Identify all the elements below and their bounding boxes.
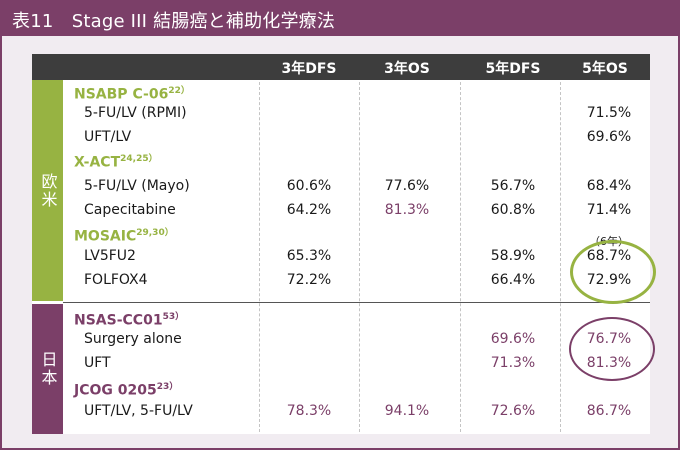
trial-name: NSABP C-0622） [74, 86, 190, 103]
value-3y-os: 81.3% [384, 202, 430, 218]
arm-label: UFT [84, 355, 111, 371]
trial-name: X-ACT24,25） [74, 154, 158, 171]
column-header-5y-dfs: 5年DFS [485, 61, 541, 77]
highlight-oval-nsas [569, 317, 655, 381]
arm-label: FOLFOX4 [84, 272, 148, 288]
column-header-row: 3年DFS 3年OS 5年DFS 5年OS [32, 54, 650, 80]
value-5y-dfs: 66.4% [490, 272, 536, 288]
arm-label: Capecitabine [84, 202, 176, 218]
column-divider [560, 82, 561, 432]
table-row: UFT/LV 69.6% [32, 128, 650, 150]
value-5y-dfs: 72.6% [490, 403, 536, 419]
arm-label: UFT/LV, 5-FU/LV [84, 403, 193, 419]
column-divider [460, 82, 461, 432]
table-row: 5-FU/LV (RPMI) 71.5% [32, 104, 650, 126]
value-5y-dfs: 56.7% [490, 178, 536, 194]
page-title: 表11 Stage III 結腸癌と補助化学療法 [12, 11, 336, 32]
value-3y-dfs: 60.6% [286, 178, 332, 194]
value-3y-dfs: 64.2% [286, 202, 332, 218]
value-5y-os: 71.4% [586, 202, 632, 218]
arm-label: 5-FU/LV (Mayo) [84, 178, 190, 194]
table-row: Surgery alone 69.6% 76.7% [32, 330, 650, 352]
trial-row: MOSAIC29,30） （6年） [32, 224, 650, 248]
value-5y-os: 86.7% [586, 403, 632, 419]
value-3y-os: 94.1% [384, 403, 430, 419]
trial-row: JCOG 020523） [32, 378, 650, 400]
table-row: LV5FU2 65.3% 58.9% 68.7% [32, 247, 650, 269]
arm-label: UFT/LV [84, 129, 132, 145]
trial-name: NSAS-CC0153） [74, 312, 185, 329]
value-5y-os: 69.6% [586, 129, 632, 145]
region-label-japan: 日本 [32, 304, 63, 434]
table-row: Capecitabine 64.2% 81.3% 60.8% 71.4% [32, 201, 650, 223]
column-divider [259, 82, 260, 432]
table-row: FOLFOX4 72.2% 66.4% 72.9% [32, 271, 650, 293]
table-row: 5-FU/LV (Mayo) 60.6% 77.6% 56.7% 68.4% [32, 177, 650, 199]
arm-label: LV5FU2 [84, 248, 136, 264]
trial-row: NSAS-CC0153） [32, 308, 650, 330]
column-header-5y-os: 5年OS [582, 61, 628, 77]
title-bar: 表11 Stage III 結腸癌と補助化学療法 [2, 2, 678, 36]
highlight-oval-mosaic [570, 240, 656, 304]
arm-label: 5-FU/LV (RPMI) [84, 105, 187, 121]
arm-label: Surgery alone [84, 331, 182, 347]
value-5y-dfs: 71.3% [490, 355, 536, 371]
value-3y-dfs: 72.2% [286, 272, 332, 288]
value-3y-dfs: 65.3% [286, 248, 332, 264]
trial-row: X-ACT24,25） [32, 150, 650, 172]
table-row: UFT 71.3% 81.3% [32, 354, 650, 376]
trial-name: MOSAIC29,30） [74, 228, 174, 245]
value-5y-dfs: 69.6% [490, 331, 536, 347]
value-3y-os: 77.6% [384, 178, 430, 194]
column-header-3y-dfs: 3年DFS [281, 61, 337, 77]
region-divider [63, 302, 650, 303]
value-5y-dfs: 58.9% [490, 248, 536, 264]
value-5y-os: 68.4% [586, 178, 632, 194]
table-row: UFT/LV, 5-FU/LV 78.3% 94.1% 72.6% 86.7% [32, 402, 650, 424]
trial-name: JCOG 020523） [74, 382, 179, 399]
table-body: 欧米 日本 NSABP C-0622） 5-FU/LV (RPMI) 71.5%… [32, 80, 656, 434]
region-label-west: 欧米 [32, 80, 63, 301]
value-5y-dfs: 60.8% [490, 202, 536, 218]
column-divider [359, 82, 360, 432]
value-3y-dfs: 78.3% [286, 403, 332, 419]
trial-row: NSABP C-0622） [32, 82, 650, 104]
value-5y-os: 71.5% [586, 105, 632, 121]
column-header-3y-os: 3年OS [384, 61, 430, 77]
